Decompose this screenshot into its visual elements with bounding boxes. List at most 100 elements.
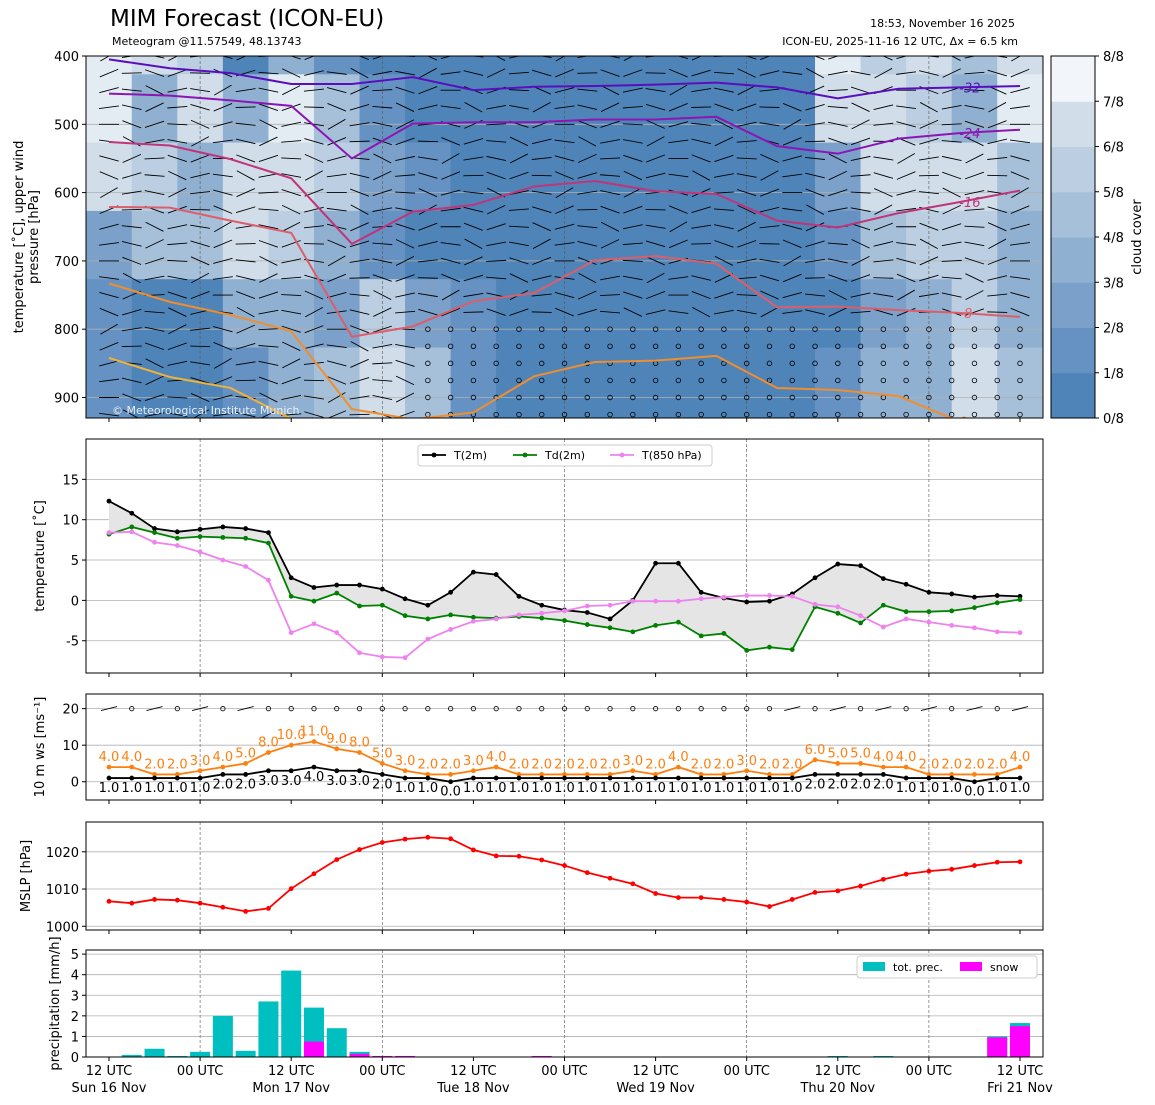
wind-barb (304, 56, 316, 61)
wind-barb (919, 119, 939, 129)
data-point (584, 622, 590, 627)
wind-barb (850, 86, 871, 94)
wind-barb (827, 89, 848, 92)
wind-barb (144, 275, 165, 281)
calm-wind-marker (903, 360, 909, 367)
calm-wind-marker (607, 343, 613, 349)
y-tick-label: 15 (62, 473, 79, 488)
data-point (698, 633, 704, 639)
data-point (562, 863, 567, 868)
wind-barb (122, 153, 142, 163)
wind-barb (395, 359, 415, 367)
wind-barb (167, 139, 188, 144)
wind-barb (304, 206, 324, 213)
y-axis-label-line: temperature [˚C], upper wind (11, 141, 27, 334)
wind-barb (350, 188, 370, 197)
wind-barb (281, 276, 302, 280)
wind-barb (782, 310, 803, 314)
wind-barb (350, 325, 370, 334)
precip-bar (827, 1055, 848, 1057)
wind-barb (941, 276, 962, 280)
y-tick-label: 0 (71, 776, 79, 791)
colorbar-segment (1051, 146, 1095, 193)
wind-barb (486, 171, 506, 180)
data-point (471, 775, 476, 781)
wind-barb (600, 157, 621, 160)
gust-value-label: 4.0 (486, 750, 507, 765)
data-point (675, 764, 681, 770)
wind-barb (554, 87, 575, 94)
data-point (220, 557, 226, 563)
data-point (266, 577, 271, 583)
wind-barb (235, 259, 256, 263)
calm-wind-marker (835, 326, 841, 332)
wind-barb (622, 105, 643, 109)
wind-barb (577, 208, 598, 211)
data-point (721, 897, 727, 902)
data-point (220, 764, 226, 770)
y-tick-label: 1020 (46, 846, 79, 861)
y-tick-label: 10 (62, 739, 79, 754)
data-point (562, 608, 567, 614)
isotherm-line (108, 92, 1021, 160)
cloud-cell (268, 142, 315, 212)
wind-barb (372, 344, 393, 349)
wind-barb (896, 171, 916, 180)
surface-wind-barb (146, 706, 163, 712)
data-point (949, 775, 955, 781)
wind-barb (99, 68, 119, 78)
wind-barb (896, 207, 917, 212)
wind-barb (395, 70, 415, 76)
cloud-cell (450, 279, 497, 349)
wind-barb (919, 222, 939, 231)
isotherm-label: 8 (959, 419, 967, 434)
calm-wind-marker (903, 326, 909, 332)
cloud-cell (496, 279, 543, 349)
wind-barb (122, 120, 142, 129)
wind-barb (509, 153, 529, 164)
wind-barb (827, 207, 848, 212)
y-axis-label-line: 10 m ws [ms⁻¹] (33, 697, 48, 798)
data-point (379, 761, 385, 766)
wind-barb (213, 205, 233, 214)
wind-barb (668, 139, 689, 144)
wind-barb (99, 292, 119, 299)
data-point (402, 775, 408, 781)
wind-barb (190, 208, 211, 211)
gust-value-label: 5.0 (235, 746, 256, 761)
calm-wind-marker (288, 706, 294, 712)
wind-barb (168, 187, 187, 198)
speed-value-label: 1.0 (919, 781, 940, 796)
wind-barb (281, 189, 301, 197)
data-point (129, 524, 135, 530)
wind-barb (395, 191, 416, 194)
x-tick-label: 00 UTC (541, 1064, 587, 1079)
data-point (972, 779, 977, 785)
wind-barb (827, 105, 848, 109)
wind-barb (258, 208, 279, 211)
data-point (448, 589, 454, 595)
data-point (903, 616, 909, 622)
wind-barb (486, 276, 507, 280)
wind-barb (372, 274, 392, 282)
calm-wind-marker (493, 360, 499, 367)
data-point (266, 768, 271, 774)
x-day-label: Thu 20 Nov (799, 1081, 875, 1096)
wind-barb (327, 273, 347, 283)
speed-value-label: 2.0 (213, 777, 234, 792)
calm-wind-marker (220, 706, 226, 712)
data-point (106, 498, 112, 504)
speed-value-label: 1.0 (622, 781, 643, 796)
wind-barb (555, 205, 574, 214)
speed-value-label: 1.0 (121, 781, 142, 796)
surface-wind-barb (191, 706, 209, 712)
wind-barb (304, 170, 323, 181)
wind-barb (99, 155, 119, 162)
wind-barb (235, 106, 256, 108)
calm-wind-marker (721, 411, 727, 418)
cloud-cell (450, 142, 497, 212)
colorbar-segment (1051, 327, 1095, 374)
wind-barb (417, 140, 438, 143)
data-point (106, 898, 112, 904)
precip-bar (121, 1054, 142, 1057)
